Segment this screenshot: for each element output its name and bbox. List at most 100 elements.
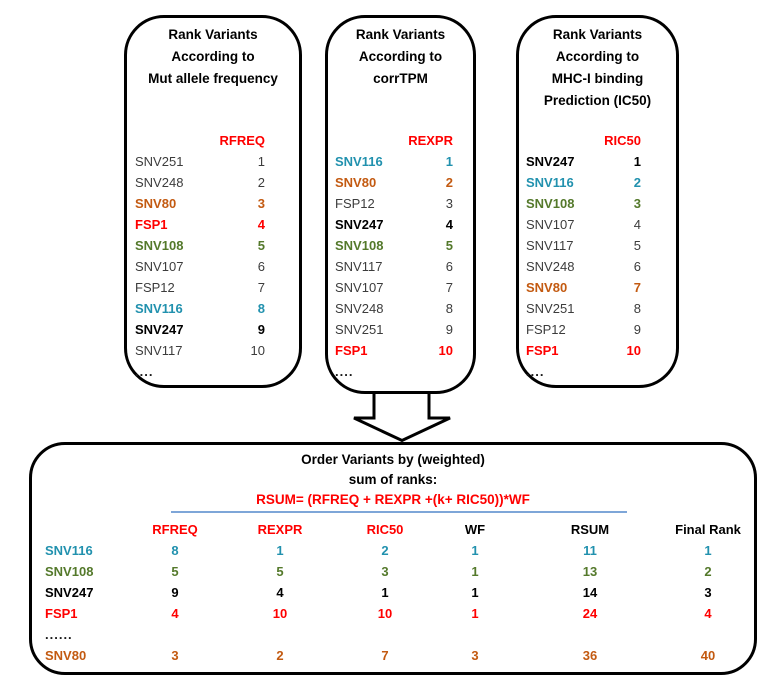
ellipsis-row: .... xyxy=(135,361,265,382)
variant-rank: 5 xyxy=(445,238,453,253)
summary-value: 2 xyxy=(704,564,712,579)
rank-column-header: REXPR xyxy=(408,133,453,148)
variant-rank: 9 xyxy=(257,322,265,337)
summary-value: 10 xyxy=(272,606,288,621)
variant-row: SNV108 3 xyxy=(526,193,641,214)
summary-value: 1 xyxy=(471,564,479,579)
variant-name: SNV108 xyxy=(135,238,184,253)
summary-value: 36 xyxy=(582,648,598,663)
variant-row: SNV108 5 xyxy=(135,235,265,256)
ellipsis: .... xyxy=(335,364,354,379)
variant-name: SNV248 xyxy=(135,175,184,190)
variant-name: FSP12 xyxy=(135,280,175,295)
summary-value: 4 xyxy=(276,585,284,600)
variant-row: SNV117 10 xyxy=(135,340,265,361)
variant-name: SNV251 xyxy=(135,154,184,169)
variant-name: FSP1 xyxy=(526,343,559,358)
variant-rank: 6 xyxy=(633,259,641,274)
variant-name: FSP1 xyxy=(335,343,368,358)
rank-box-mut-allele-frequency: Rank Variants According to Mut allele freq… xyxy=(124,15,302,388)
variant-rank: 5 xyxy=(257,238,265,253)
variant-name: SNV80 xyxy=(335,175,377,190)
box-title-line: Mut allele frequency xyxy=(148,71,278,86)
variant-rank: 10 xyxy=(438,343,453,358)
summary-value: 4 xyxy=(171,606,179,621)
variant-rank: 1 xyxy=(633,154,641,169)
variant-rank: 2 xyxy=(445,175,453,190)
variant-row: SNV251 1 xyxy=(135,151,265,172)
variant-rank: 10 xyxy=(626,343,641,358)
summary-value: 1 xyxy=(471,606,479,621)
rank-box-corrtpm: Rank Variants According to corrTPM REXPR SN… xyxy=(325,15,476,394)
list-header-row: RIC50 xyxy=(526,130,641,151)
summary-value: 3 xyxy=(704,585,712,600)
variant-row: SNV107 7 xyxy=(335,277,453,298)
variant-rank: 9 xyxy=(633,322,641,337)
summary-value: 1 xyxy=(471,585,479,600)
variant-name: SNV107 xyxy=(526,217,575,232)
variant-name: SNV107 xyxy=(135,259,184,274)
summary-value: 5 xyxy=(276,564,284,579)
summary-row: ...... xyxy=(32,624,754,645)
summary-value: 7 xyxy=(381,648,389,663)
ellipsis: .... xyxy=(526,364,545,379)
variant-rank: 6 xyxy=(445,259,453,274)
summary-value: 1 xyxy=(381,585,389,600)
variant-row: SNV251 8 xyxy=(526,298,641,319)
variant-rank: 2 xyxy=(257,175,265,190)
rank-list: RIC50 SNV247 1 SNV116 2 SNV108 3 SNV107 4 SNV117 5… xyxy=(519,130,676,382)
rank-list: REXPR SNV116 1 SNV80 2 FSP12 3 SNV247 4 SNV108 5 SN… xyxy=(328,130,473,382)
summary-value: 2 xyxy=(276,648,284,663)
variant-rank: 9 xyxy=(445,322,453,337)
down-arrow-icon xyxy=(353,391,451,443)
rank-column-header: RFREQ xyxy=(219,133,266,148)
box-title-line: According to xyxy=(358,49,443,64)
variant-name: SNV108 xyxy=(526,196,575,211)
summary-value: 9 xyxy=(171,585,179,600)
variant-row: FSP1 10 xyxy=(335,340,453,361)
variant-name: SNV80 xyxy=(526,280,568,295)
summary-variant-name: ...... xyxy=(45,627,73,642)
ellipsis-row: .... xyxy=(335,361,453,382)
variant-row: SNV107 4 xyxy=(526,214,641,235)
variant-rank: 10 xyxy=(250,343,265,358)
variant-name: FSP1 xyxy=(135,217,168,232)
box-title-line: Rank Variants xyxy=(355,27,446,42)
box-title-line: Prediction (IC50) xyxy=(543,93,652,108)
variant-row: SNV80 7 xyxy=(526,277,641,298)
variant-row: FSP12 7 xyxy=(135,277,265,298)
summary-value: 13 xyxy=(582,564,598,579)
summary-row: SNV247 9 4 1 1 14 3 xyxy=(32,582,754,603)
divider-line xyxy=(171,511,627,513)
variant-rank: 6 xyxy=(257,259,265,274)
variant-row: SNV117 6 xyxy=(335,256,453,277)
summary-column-header: RSUM xyxy=(570,522,610,537)
list-header-row: RFREQ xyxy=(135,130,266,151)
summary-row: SNV116 8 1 2 1 11 1 xyxy=(32,540,754,561)
variant-row: SNV107 6 xyxy=(135,256,265,277)
variant-name: SNV117 xyxy=(335,259,383,274)
variant-name: SNV80 xyxy=(135,196,177,211)
variant-row: SNV247 1 xyxy=(526,151,641,172)
summary-variant-name: SNV116 xyxy=(45,543,93,558)
variant-rank: 3 xyxy=(445,196,453,211)
variant-name: SNV247 xyxy=(335,217,384,232)
variant-rank: 7 xyxy=(445,280,453,295)
summary-value: 8 xyxy=(171,543,179,558)
variant-row: FSP1 10 xyxy=(526,340,641,361)
summary-value: 5 xyxy=(171,564,179,579)
summary-value: 10 xyxy=(377,606,393,621)
variant-name: SNV247 xyxy=(526,154,575,169)
variant-rank: 8 xyxy=(445,301,453,316)
variant-row: SNV116 8 xyxy=(135,298,265,319)
summary-column-header: REXPR xyxy=(257,522,303,537)
variant-name: SNV248 xyxy=(526,259,575,274)
summary-value: 14 xyxy=(582,585,598,600)
variant-row: FSP12 9 xyxy=(526,319,641,340)
summary-row: SNV80 3 2 7 3 36 40 xyxy=(32,645,754,666)
summary-variant-name: SNV108 xyxy=(45,564,94,579)
summary-row: FSP1 4 10 10 1 24 4 xyxy=(32,603,754,624)
variant-name: SNV116 xyxy=(526,175,574,190)
variant-row: SNV248 6 xyxy=(526,256,641,277)
